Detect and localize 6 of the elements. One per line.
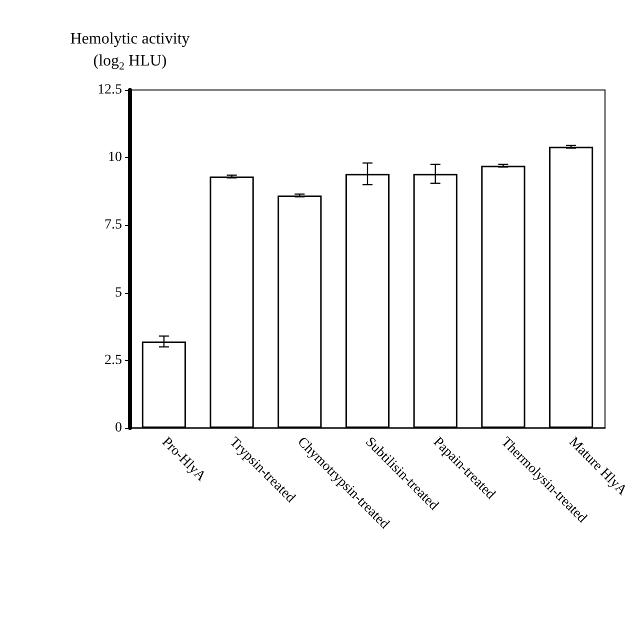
y-tick-label: 0 xyxy=(115,420,122,436)
y-tick-label: 12.5 xyxy=(98,82,122,98)
y-tick-label: 2.5 xyxy=(104,352,122,368)
y-tick-label: 5 xyxy=(115,285,122,300)
y-tick-label: 10 xyxy=(108,150,122,166)
y-tick-label: 7.5 xyxy=(104,218,122,233)
